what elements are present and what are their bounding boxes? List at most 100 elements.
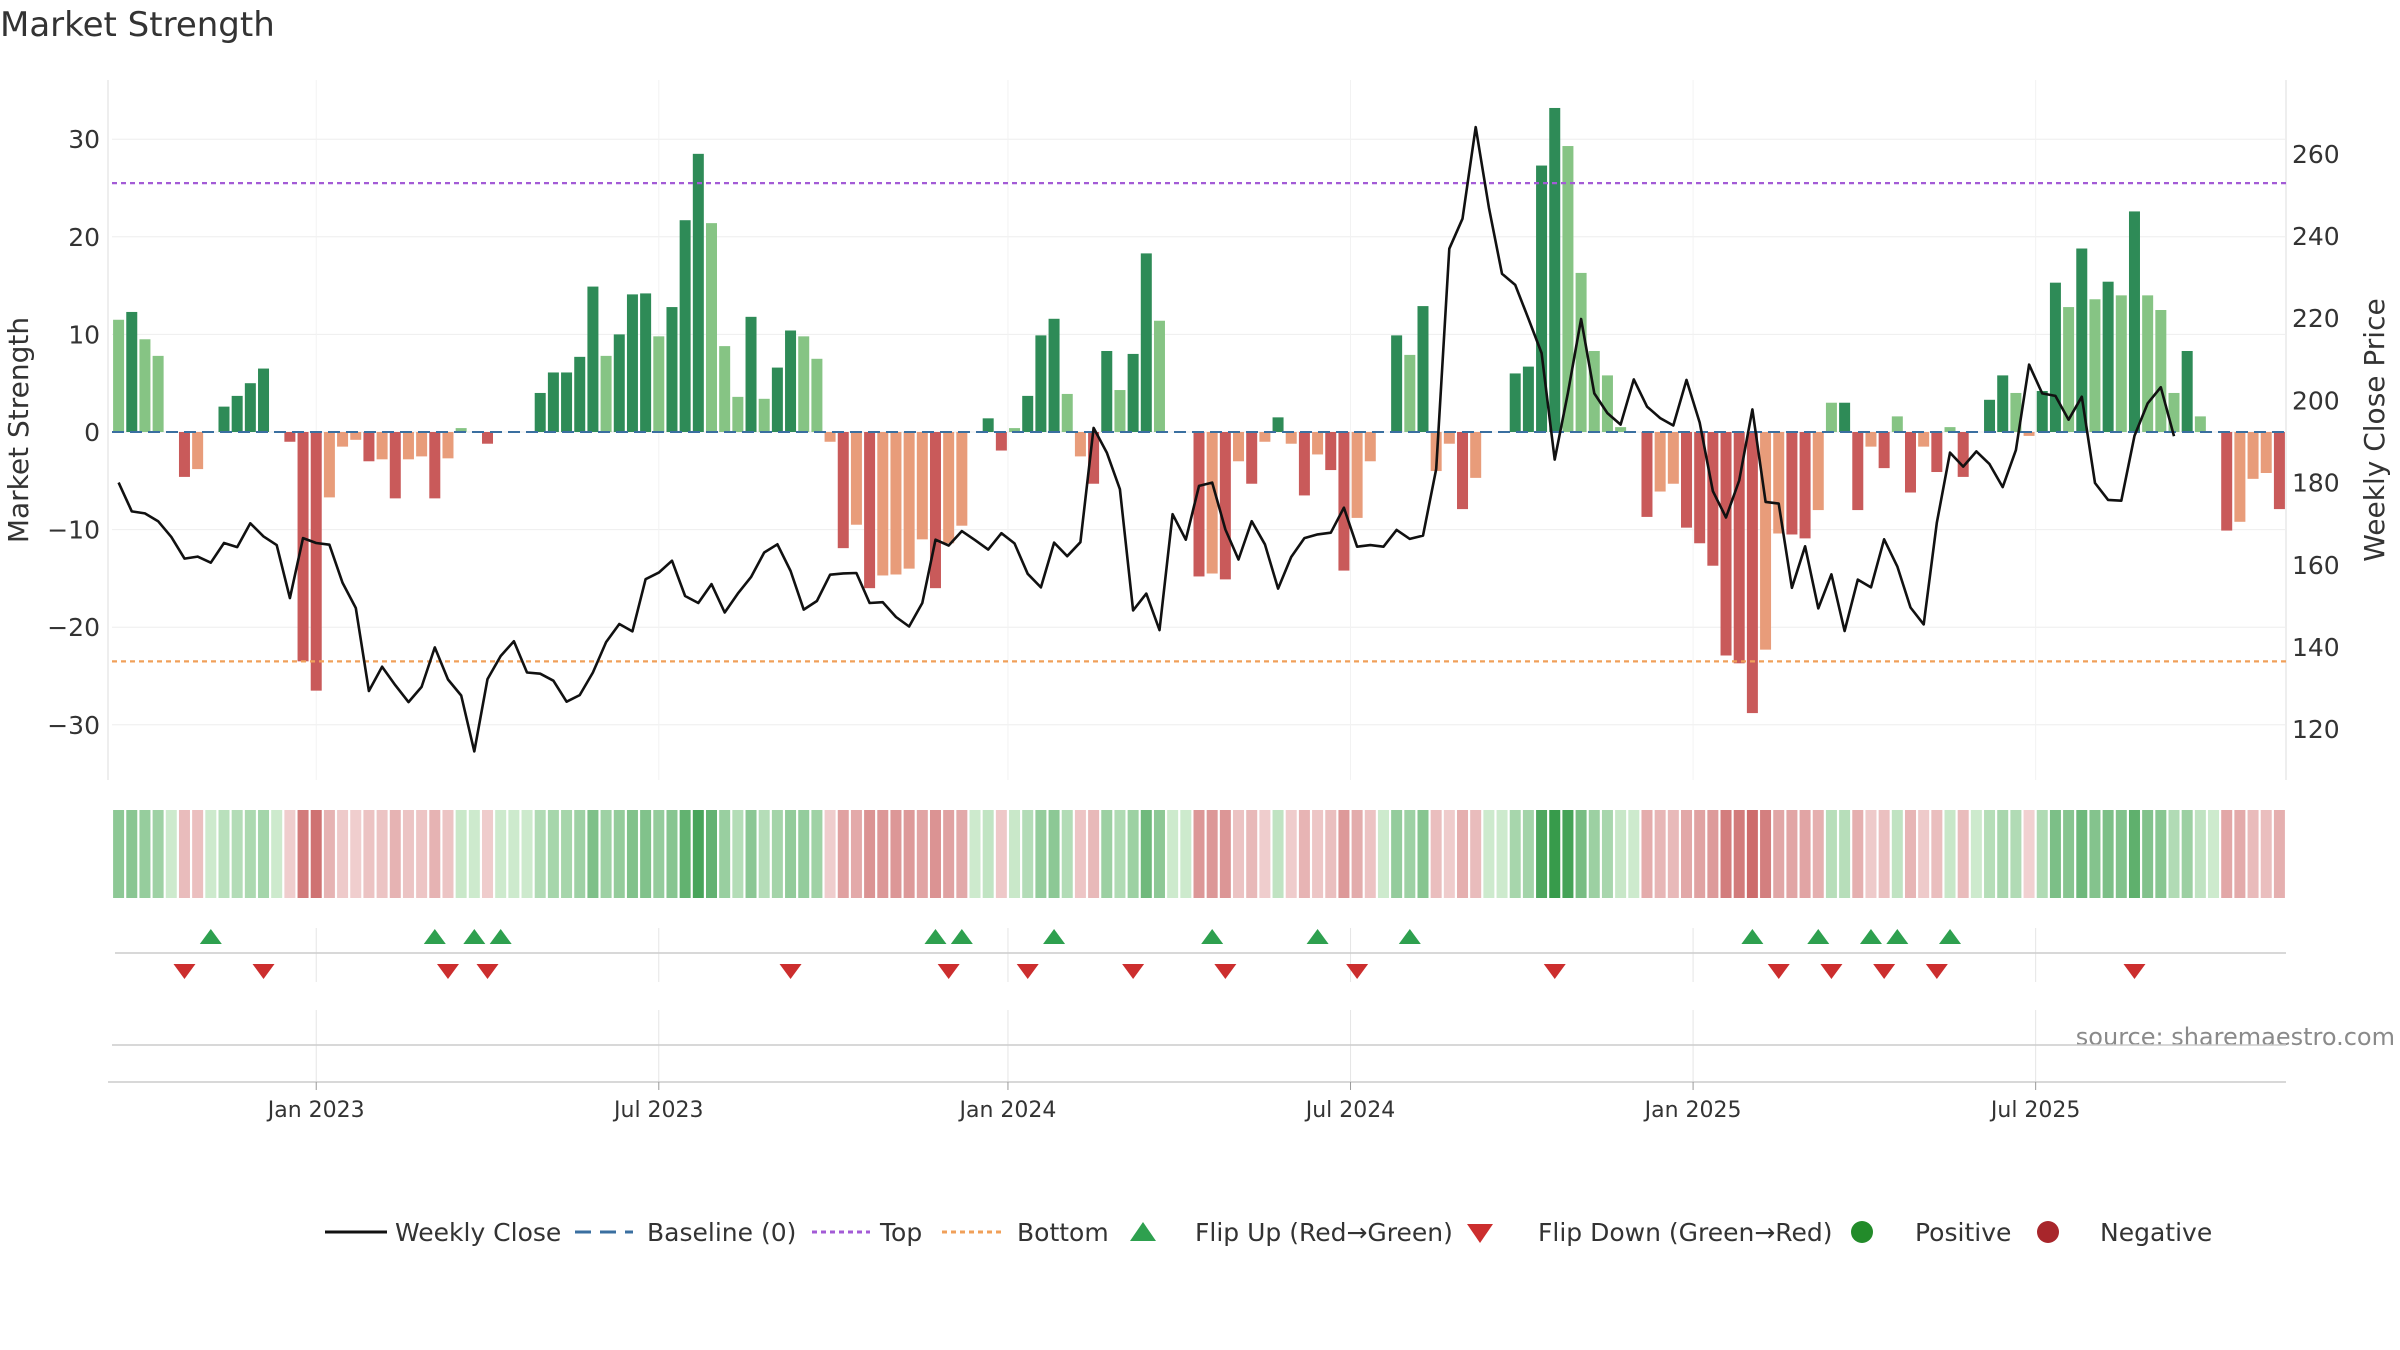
y-right-tick-label: 220	[2292, 304, 2340, 333]
heat-cell	[1430, 810, 1442, 898]
legend-positive-icon	[1851, 1221, 1873, 1243]
heat-cell	[2102, 810, 2114, 898]
heat-cell	[1101, 810, 1113, 898]
heat-cell	[178, 810, 190, 898]
strength-bar	[1984, 399, 1996, 432]
strength-bar	[1153, 320, 1165, 432]
strength-bar	[1101, 350, 1113, 432]
y-right-tick-label: 120	[2292, 715, 2340, 744]
strength-bar	[1509, 373, 1521, 432]
heat-cell	[271, 810, 283, 898]
flip-up-marker	[1741, 929, 1764, 944]
strength-bar	[574, 356, 586, 432]
heat-cell	[587, 810, 599, 898]
heat-cell	[192, 810, 204, 898]
strength-bar	[1641, 432, 1653, 517]
heat-cell	[2063, 810, 2075, 898]
heat-cell	[916, 810, 928, 898]
strength-bar	[640, 293, 652, 432]
heat-cell	[2128, 810, 2140, 898]
strength-bar	[1338, 432, 1350, 571]
heat-cell	[2208, 810, 2220, 898]
strength-bar	[126, 311, 138, 432]
y-right-axis-label: Weekly Close Price	[2358, 298, 2391, 561]
heat-cell	[521, 810, 533, 898]
heat-cell	[1681, 810, 1693, 898]
heat-cell	[297, 810, 309, 898]
heat-cell	[1061, 810, 1073, 898]
strength-bar	[218, 406, 230, 432]
heat-cell	[1667, 810, 1679, 898]
strength-bar	[1206, 432, 1218, 574]
strength-bar	[376, 432, 388, 460]
heat-cell	[1970, 810, 1982, 898]
heat-cell	[1799, 810, 1811, 898]
flip-up-marker	[950, 929, 973, 944]
strength-bar	[1536, 165, 1548, 432]
strength-bar	[1522, 366, 1534, 432]
heat-cell	[785, 810, 797, 898]
heat-cell	[1140, 810, 1152, 898]
heat-cell	[482, 810, 494, 898]
strength-bar	[1812, 432, 1824, 511]
heat-cell	[1193, 810, 1205, 898]
heat-cell	[758, 810, 770, 898]
strength-bar	[429, 432, 441, 499]
heat-cell	[824, 810, 836, 898]
strength-bar	[692, 153, 704, 432]
strength-bar	[916, 432, 928, 540]
heat-cell	[1918, 810, 1930, 898]
heat-cell	[495, 810, 507, 898]
strength-bar	[1667, 432, 1679, 484]
heat-cell	[1891, 810, 1903, 898]
heat-cell	[561, 810, 573, 898]
strength-bar	[1272, 417, 1284, 432]
strength-bar	[389, 432, 401, 499]
heat-cell	[1153, 810, 1165, 898]
heat-cell	[139, 810, 151, 898]
strength-bar	[1865, 432, 1877, 447]
strength-bar	[982, 418, 994, 432]
strength-bar	[1720, 432, 1732, 656]
heat-cell	[1114, 810, 1126, 898]
heat-cell	[1312, 810, 1324, 898]
heat-cell	[310, 810, 322, 898]
heat-cell	[1298, 810, 1310, 898]
strength-bar	[139, 339, 151, 432]
heat-cell	[982, 810, 994, 898]
legend-label: Negative	[2100, 1218, 2212, 1247]
strength-bar	[732, 396, 744, 432]
strength-bar	[2142, 295, 2154, 432]
heat-cell	[877, 810, 889, 898]
strength-bar	[363, 432, 375, 462]
strength-bar	[719, 346, 731, 432]
heat-cell	[798, 810, 810, 898]
heat-cell	[1628, 810, 1640, 898]
heat-cell	[1483, 810, 1495, 898]
legend-label: Weekly Close	[395, 1218, 561, 1247]
strength-bar	[1562, 146, 1574, 433]
heat-cell	[2273, 810, 2285, 898]
heat-cell	[1536, 810, 1548, 898]
heat-cell	[969, 810, 981, 898]
heat-cell	[2010, 810, 2022, 898]
strength-bar	[890, 432, 902, 575]
legend-label: Flip Up (Red→Green)	[1195, 1218, 1453, 1247]
y-left-tick-label: −30	[47, 711, 100, 740]
strength-bar	[1944, 427, 1956, 432]
heat-cell	[1522, 810, 1534, 898]
heat-cell	[1496, 810, 1508, 898]
strength-bar	[877, 432, 889, 576]
heat-cell	[1457, 810, 1469, 898]
heat-cell	[2142, 810, 2154, 898]
strength-bar	[2115, 295, 2127, 432]
flip-down-marker	[252, 964, 275, 979]
heat-cell	[231, 810, 243, 898]
strength-bar	[745, 316, 757, 432]
heat-cell	[1733, 810, 1745, 898]
heat-cell	[1852, 810, 1864, 898]
strength-bar	[850, 432, 862, 525]
strength-bar	[1009, 428, 1021, 432]
heat-cell	[2194, 810, 2206, 898]
